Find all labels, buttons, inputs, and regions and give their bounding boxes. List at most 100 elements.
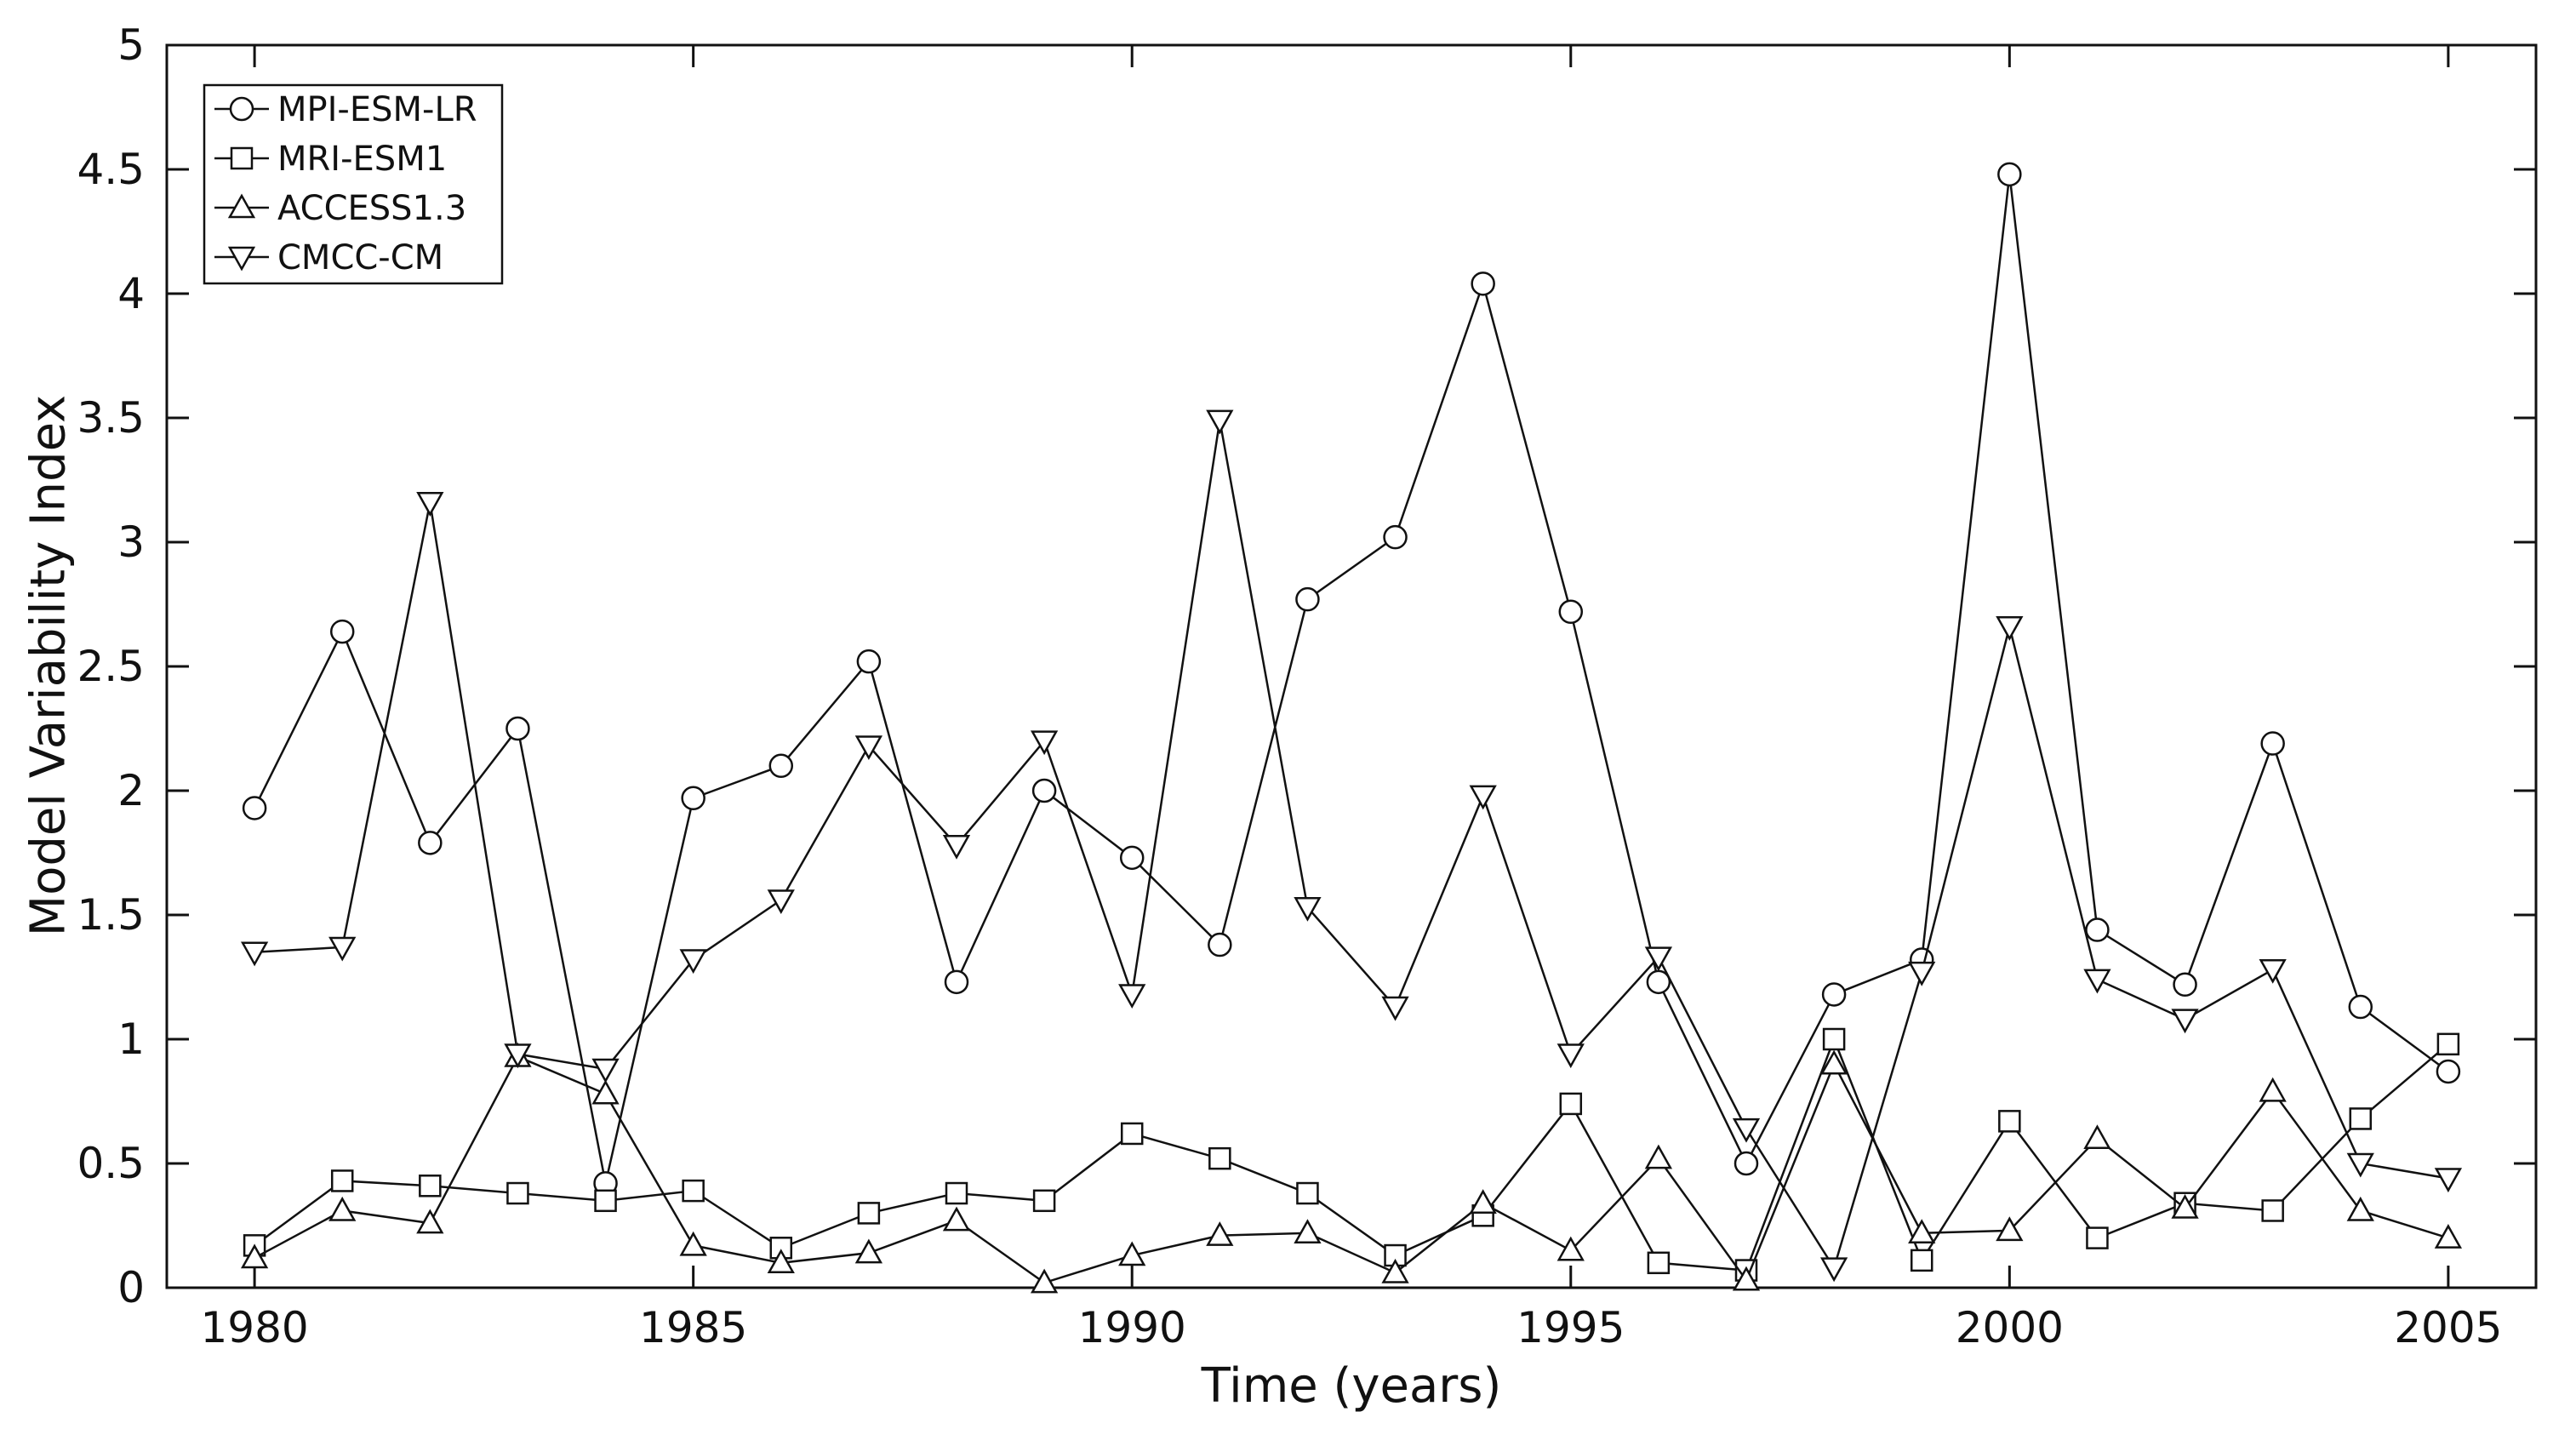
triangle-up-marker xyxy=(1206,1221,1234,1246)
circle-marker xyxy=(2173,972,2197,997)
triangle-up-marker xyxy=(328,1196,357,1221)
circle-marker xyxy=(242,796,267,820)
legend-item-ACCESS1.3: ACCESS1.3 xyxy=(214,189,466,228)
circle-marker xyxy=(1471,272,1495,296)
circle-marker xyxy=(1821,982,1847,1007)
legend-item-MPI-ESM-LR: MPI-ESM-LR xyxy=(214,90,477,129)
triangle-down-marker xyxy=(1118,984,1146,1009)
circle-marker xyxy=(505,716,530,741)
y-tick-label: 4.5 xyxy=(77,145,145,194)
circle-marker xyxy=(681,786,705,811)
legend-item-CMCC-CM: CMCC-CM xyxy=(214,238,443,277)
triangle-down-marker xyxy=(1294,896,1322,922)
triangle-down-marker xyxy=(1996,616,2024,641)
square-marker xyxy=(330,1169,354,1192)
triangle-down-marker xyxy=(416,492,444,517)
y-axis-ticks: 0 0.5 1 1.5 2 2.5 3 3.5 4 4.5 5 xyxy=(77,20,2536,1312)
square-marker xyxy=(945,1181,968,1205)
x-tick-label: 2005 xyxy=(2394,1303,2502,1352)
triangle-up-marker xyxy=(767,1249,795,1274)
y-tick-label: 1 xyxy=(117,1015,145,1064)
triangle-up-marker xyxy=(2346,1196,2374,1221)
triangle-up-marker xyxy=(1908,1219,1936,1244)
triangle-up-marker xyxy=(1996,1216,2024,1242)
triangle-up-marker xyxy=(591,1079,620,1105)
square-marker xyxy=(1910,1249,1933,1272)
triangle-down-marker xyxy=(328,936,357,962)
circle-marker xyxy=(1119,845,1145,871)
series-MRI-ESM1 xyxy=(243,1027,2460,1282)
circle-marker xyxy=(2260,731,2285,756)
square-marker xyxy=(1647,1251,1671,1275)
y-tick-label: 4 xyxy=(117,269,145,318)
circle-marker xyxy=(229,96,254,122)
y-axis-title: Model Variability Index xyxy=(20,394,77,937)
triangle-down-marker xyxy=(227,246,256,272)
triangle-up-marker xyxy=(2259,1077,2287,1102)
circle-marker xyxy=(768,753,794,779)
triangle-up-marker xyxy=(1118,1241,1146,1266)
triangle-down-marker xyxy=(1469,785,1497,810)
series-MPI-ESM-LR xyxy=(242,162,2461,1196)
legend-label: MRI-ESM1 xyxy=(277,140,447,179)
plot-border xyxy=(165,43,2538,1289)
triangle-down-marker xyxy=(1030,730,1059,756)
triangle-up-marker xyxy=(1381,1258,1409,1283)
triangle-up-marker xyxy=(2171,1194,2199,1219)
triangle-down-marker xyxy=(591,1058,620,1083)
square-marker xyxy=(857,1202,881,1225)
triangle-up-marker xyxy=(1556,1236,1585,1261)
triangle-down-marker xyxy=(679,949,707,975)
square-marker xyxy=(2436,1032,2460,1056)
triangle-down-marker xyxy=(2259,958,2287,984)
square-marker xyxy=(230,146,254,170)
triangle-down-marker xyxy=(504,1043,532,1069)
triangle-down-marker xyxy=(1819,1257,1848,1283)
square-marker xyxy=(1559,1092,1583,1116)
circle-marker xyxy=(1208,932,1232,957)
circle-marker xyxy=(1383,524,1408,550)
circle-marker xyxy=(1997,162,2022,187)
legend-label: ACCESS1.3 xyxy=(277,189,466,228)
triangle-down-marker xyxy=(1644,946,1673,972)
legend-label: MPI-ESM-LR xyxy=(277,90,477,129)
series-CMCC-CM xyxy=(240,409,2463,1283)
triangle-up-marker xyxy=(227,193,256,219)
circle-marker xyxy=(2436,1059,2461,1084)
triangle-up-marker xyxy=(1732,1266,1761,1291)
triangle-down-marker xyxy=(1556,1043,1585,1069)
triangle-down-marker xyxy=(2434,1168,2463,1193)
circle-marker xyxy=(1558,599,1584,625)
legend-label: CMCC-CM xyxy=(277,238,443,277)
triangle-down-marker xyxy=(1381,996,1409,1021)
x-tick-label: 1990 xyxy=(1078,1303,1186,1352)
circle-marker xyxy=(856,649,882,674)
y-tick-label: 3.5 xyxy=(77,393,145,443)
square-marker xyxy=(1998,1110,2021,1133)
triangle-up-marker xyxy=(679,1231,707,1256)
triangle-down-marker xyxy=(942,834,971,860)
triangle-up-marker xyxy=(2083,1124,2111,1150)
circle-marker xyxy=(1295,586,1320,612)
legend: MPI-ESM-LR MRI-ESM1 ACCESS1.3 CMCC-CM xyxy=(203,83,504,285)
x-axis-ticks: 1980 1985 1990 1995 2000 2005 xyxy=(200,45,2503,1352)
y-tick-label: 5 xyxy=(117,20,145,70)
square-marker xyxy=(1822,1027,1846,1051)
circle-marker xyxy=(329,619,355,644)
square-marker xyxy=(506,1181,529,1205)
square-marker xyxy=(419,1175,442,1198)
triangle-down-marker xyxy=(854,735,883,760)
triangle-up-marker xyxy=(416,1209,444,1234)
series-ACCESS1.3 xyxy=(240,1042,2463,1294)
triangle-up-marker xyxy=(1294,1219,1322,1244)
triangle-up-marker xyxy=(2434,1224,2463,1249)
x-tick-label: 2000 xyxy=(1956,1303,2064,1352)
triangle-down-marker xyxy=(1206,409,1234,435)
x-tick-label: 1985 xyxy=(639,1303,747,1352)
circle-marker xyxy=(1734,1151,1759,1176)
circle-marker xyxy=(1031,778,1057,803)
triangle-down-marker xyxy=(2346,1152,2374,1178)
x-tick-label: 1980 xyxy=(200,1303,308,1352)
